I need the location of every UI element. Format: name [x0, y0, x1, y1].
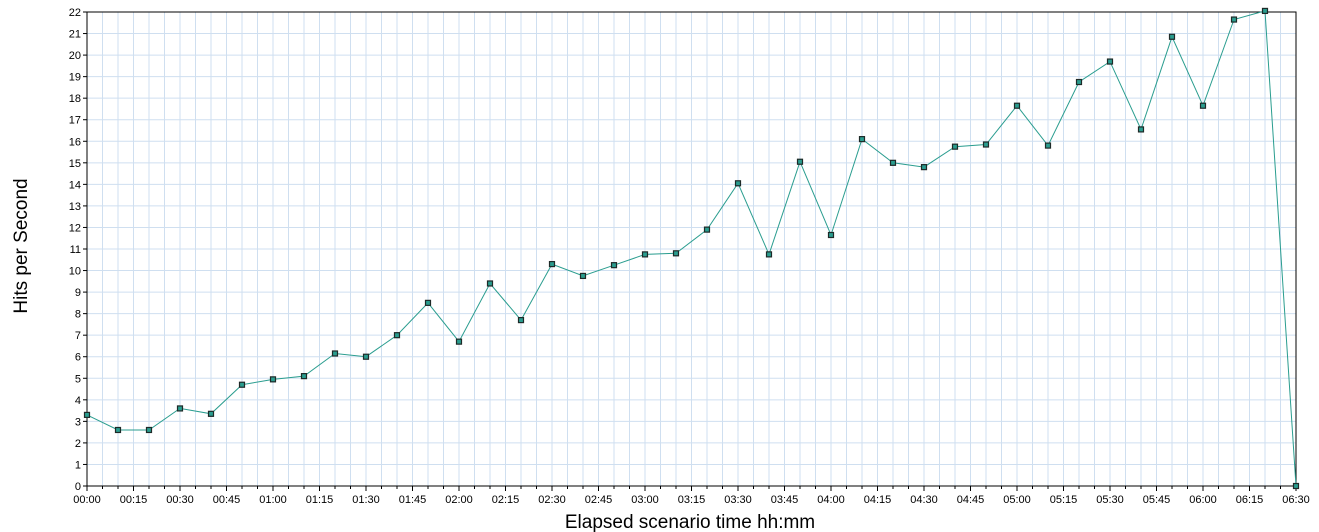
x-tick-label: 01:45 — [399, 494, 427, 506]
data-point-marker — [796, 158, 804, 165]
data-point-marker — [393, 332, 401, 339]
data-point-marker — [145, 426, 153, 434]
data-point-marker — [114, 426, 122, 434]
data-point-marker — [300, 373, 308, 380]
x-tick-label: 06:30 — [1282, 494, 1310, 506]
data-point-marker — [827, 231, 835, 239]
x-tick-label: 01:30 — [352, 494, 380, 506]
x-tick-label: 05:15 — [1050, 494, 1078, 506]
data-point-marker — [920, 164, 928, 171]
y-tick-label: 14 — [69, 179, 81, 191]
x-tick-label: 03:00 — [631, 494, 659, 506]
series-layer — [83, 7, 1300, 490]
x-tick-label: 06:00 — [1189, 494, 1217, 506]
y-tick-label: 5 — [75, 373, 81, 385]
y-tick-label: 4 — [75, 395, 81, 407]
x-tick-label: 03:30 — [724, 494, 752, 506]
data-point-marker — [176, 405, 184, 412]
data-point-marker — [610, 262, 618, 269]
data-point-marker — [331, 350, 339, 357]
data-point-marker — [889, 159, 897, 166]
y-tick-label: 7 — [75, 330, 81, 342]
y-tick-label: 3 — [75, 416, 81, 428]
grid-lines — [87, 12, 1296, 486]
data-point-marker — [951, 143, 959, 150]
y-tick-label: 6 — [75, 352, 81, 364]
y-tick-label: 9 — [75, 287, 81, 299]
x-tick-label: 03:15 — [678, 494, 706, 506]
series-line — [86, 10, 1297, 487]
x-tick-label: 01:00 — [259, 494, 287, 506]
x-tick-label: 05:45 — [1143, 494, 1171, 506]
data-point-marker — [672, 250, 680, 257]
y-tick-label: 17 — [69, 115, 81, 127]
data-point-marker — [1199, 102, 1207, 109]
data-point-marker — [641, 251, 649, 258]
x-tick-label: 00:30 — [166, 494, 194, 506]
y-tick-label: 0 — [75, 481, 81, 493]
x-tick-label: 05:30 — [1096, 494, 1124, 506]
data-point-marker — [982, 141, 990, 148]
x-tick-label: 02:45 — [585, 494, 613, 506]
y-tick-label: 16 — [69, 136, 81, 148]
data-point-marker — [424, 299, 432, 306]
data-point-marker — [486, 280, 494, 287]
data-point-marker — [1075, 78, 1083, 86]
data-point-marker — [703, 226, 711, 233]
x-tick-label: 04:00 — [817, 494, 845, 506]
data-point-marker — [83, 411, 91, 418]
x-tick-label: 00:15 — [120, 494, 148, 506]
data-point-marker — [548, 260, 556, 268]
data-point-marker — [1230, 16, 1238, 23]
data-point-marker — [1106, 58, 1114, 65]
data-point-marker — [1044, 142, 1052, 149]
data-point-marker — [207, 410, 215, 417]
x-tick-label: 06:15 — [1236, 494, 1264, 506]
x-tick-label: 05:00 — [1003, 494, 1031, 506]
data-point-marker — [579, 272, 587, 280]
x-tick-label: 04:30 — [910, 494, 938, 506]
y-tick-label: 19 — [69, 72, 81, 84]
y-tick-label: 15 — [69, 158, 81, 170]
x-tick-label: 02:00 — [445, 494, 473, 506]
data-point-marker — [269, 376, 277, 383]
y-tick-label: 1 — [75, 459, 81, 471]
y-tick-label: 13 — [69, 201, 81, 213]
data-point-marker — [517, 317, 525, 324]
y-tick-label: 8 — [75, 309, 81, 321]
y-tick-label: 11 — [70, 244, 81, 256]
y-tick-label: 20 — [69, 50, 81, 62]
x-tick-label: 04:45 — [957, 494, 985, 506]
data-point-marker — [1013, 102, 1021, 109]
data-point-marker — [765, 251, 773, 258]
x-tick-label: 00:45 — [213, 494, 241, 506]
y-tick-label: 22 — [69, 7, 81, 19]
x-axis-title: Elapsed scenario time hh:mm — [565, 512, 815, 532]
data-point-marker — [858, 136, 866, 143]
data-point-marker — [734, 180, 742, 187]
x-tick-label: 02:15 — [492, 494, 520, 506]
data-point-marker — [1261, 7, 1269, 15]
data-point-marker — [362, 353, 370, 360]
data-point-marker — [1137, 126, 1145, 133]
x-tick-label: 04:15 — [864, 494, 892, 506]
y-tick-label: 18 — [69, 93, 81, 105]
x-axis-ticks: 00:00 00:15 00:30 00:45 01:00 01:15 01:30 01:45… — [73, 486, 1310, 506]
y-axis-title: Hits per Second — [11, 178, 32, 313]
y-tick-label: 12 — [69, 222, 81, 234]
y-tick-label: 10 — [69, 266, 81, 278]
data-point-marker — [238, 381, 246, 388]
y-tick-label: 21 — [69, 29, 81, 41]
x-tick-label: 00:00 — [73, 494, 101, 506]
data-point-marker — [455, 338, 463, 345]
data-point-marker — [1168, 33, 1176, 40]
x-tick-label: 02:30 — [538, 494, 566, 506]
y-tick-label: 2 — [75, 438, 81, 450]
x-tick-label: 01:15 — [306, 494, 334, 506]
data-point-marker — [1292, 482, 1300, 490]
x-tick-label: 03:45 — [771, 494, 799, 506]
